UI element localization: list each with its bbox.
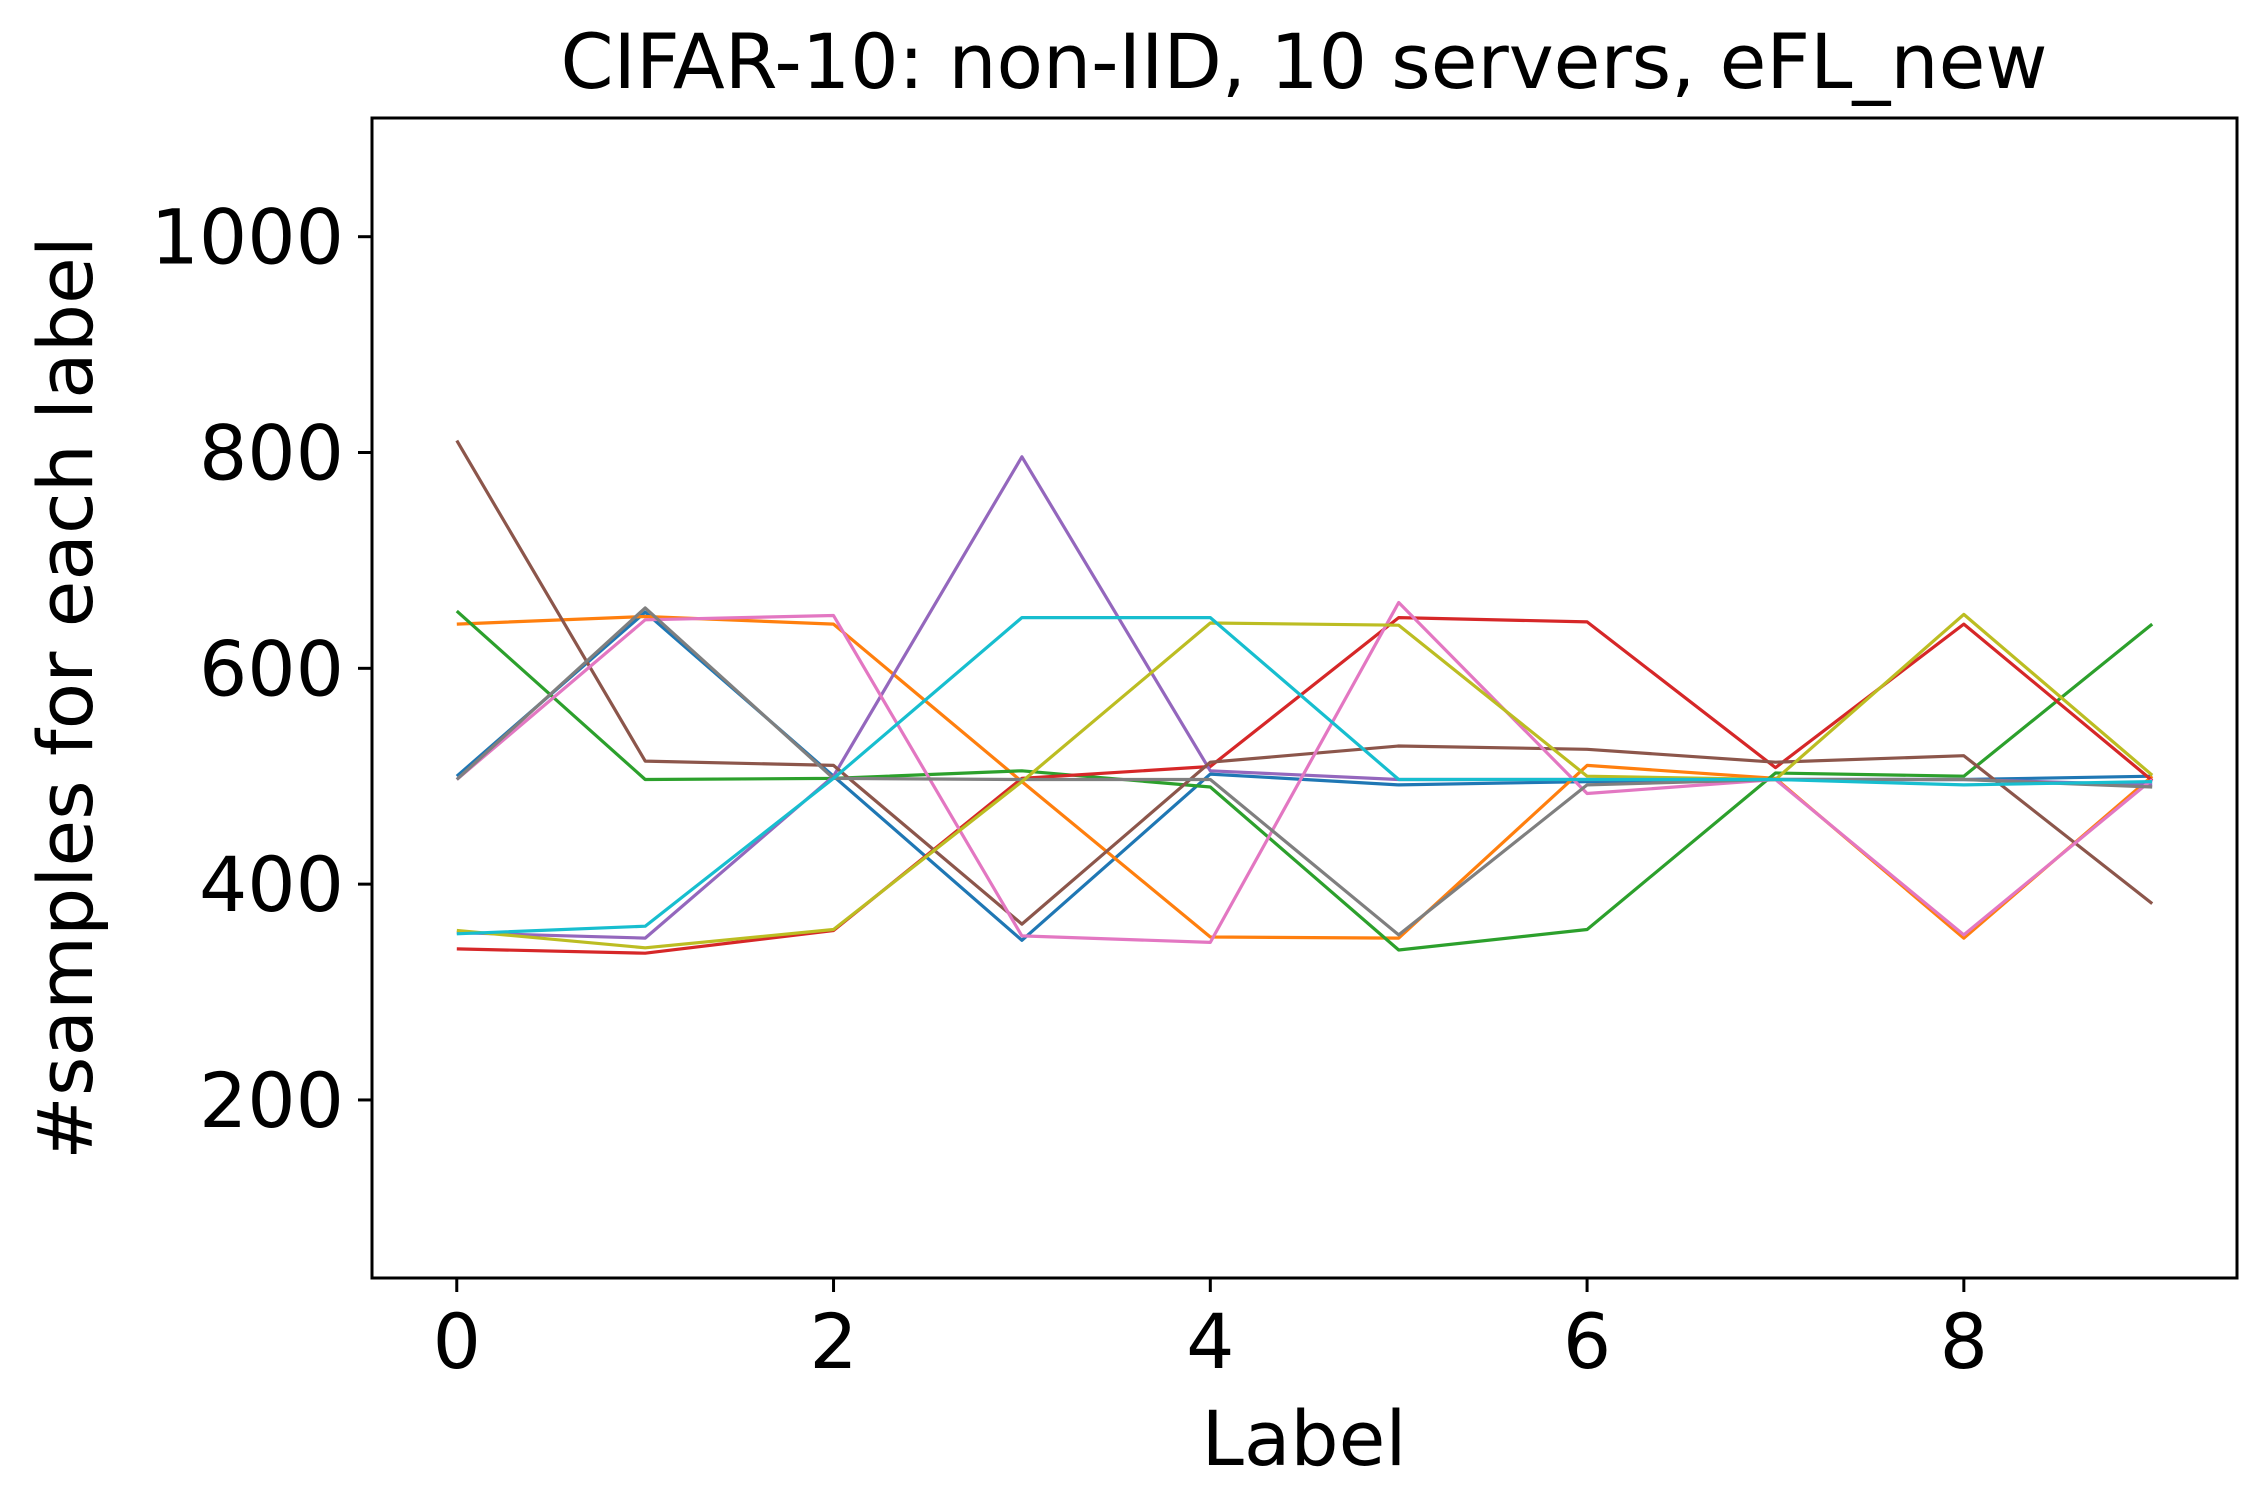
series-layer: [455, 439, 2154, 955]
x-tick-label: 6: [1563, 1297, 1611, 1386]
x-tick-label: 2: [809, 1297, 857, 1386]
series-line-8: [455, 606, 2153, 937]
series-line-7: [455, 600, 2154, 945]
series-line-10: [456, 615, 2153, 936]
series-line-9: [456, 612, 2154, 950]
y-tick-label: 1000: [151, 193, 344, 282]
y-tick-label: 400: [199, 840, 344, 929]
x-axis-label: Label: [1201, 1394, 1406, 1483]
y-axis-label: #samples for each label: [21, 236, 110, 1160]
x-axis-ticks: 0 2 4 6 8: [433, 1278, 1988, 1386]
y-tick-label: 200: [199, 1056, 344, 1145]
y-axis-ticks: 200 400 600 800 1000: [151, 193, 372, 1145]
plot-frame: [370, 116, 2239, 1280]
y-tick-label: 800: [199, 409, 344, 498]
y-tick-label: 600: [199, 624, 344, 713]
x-tick-label: 0: [433, 1297, 481, 1386]
chart-title: CIFAR-10: non-IID, 10 servers, eFL_new: [560, 17, 2047, 106]
series-line-3: [455, 609, 2154, 952]
x-tick-label: 4: [1186, 1297, 1234, 1386]
series-line-6: [455, 439, 2154, 926]
series-line-2: [456, 614, 2154, 940]
x-tick-label: 8: [1940, 1297, 1988, 1386]
